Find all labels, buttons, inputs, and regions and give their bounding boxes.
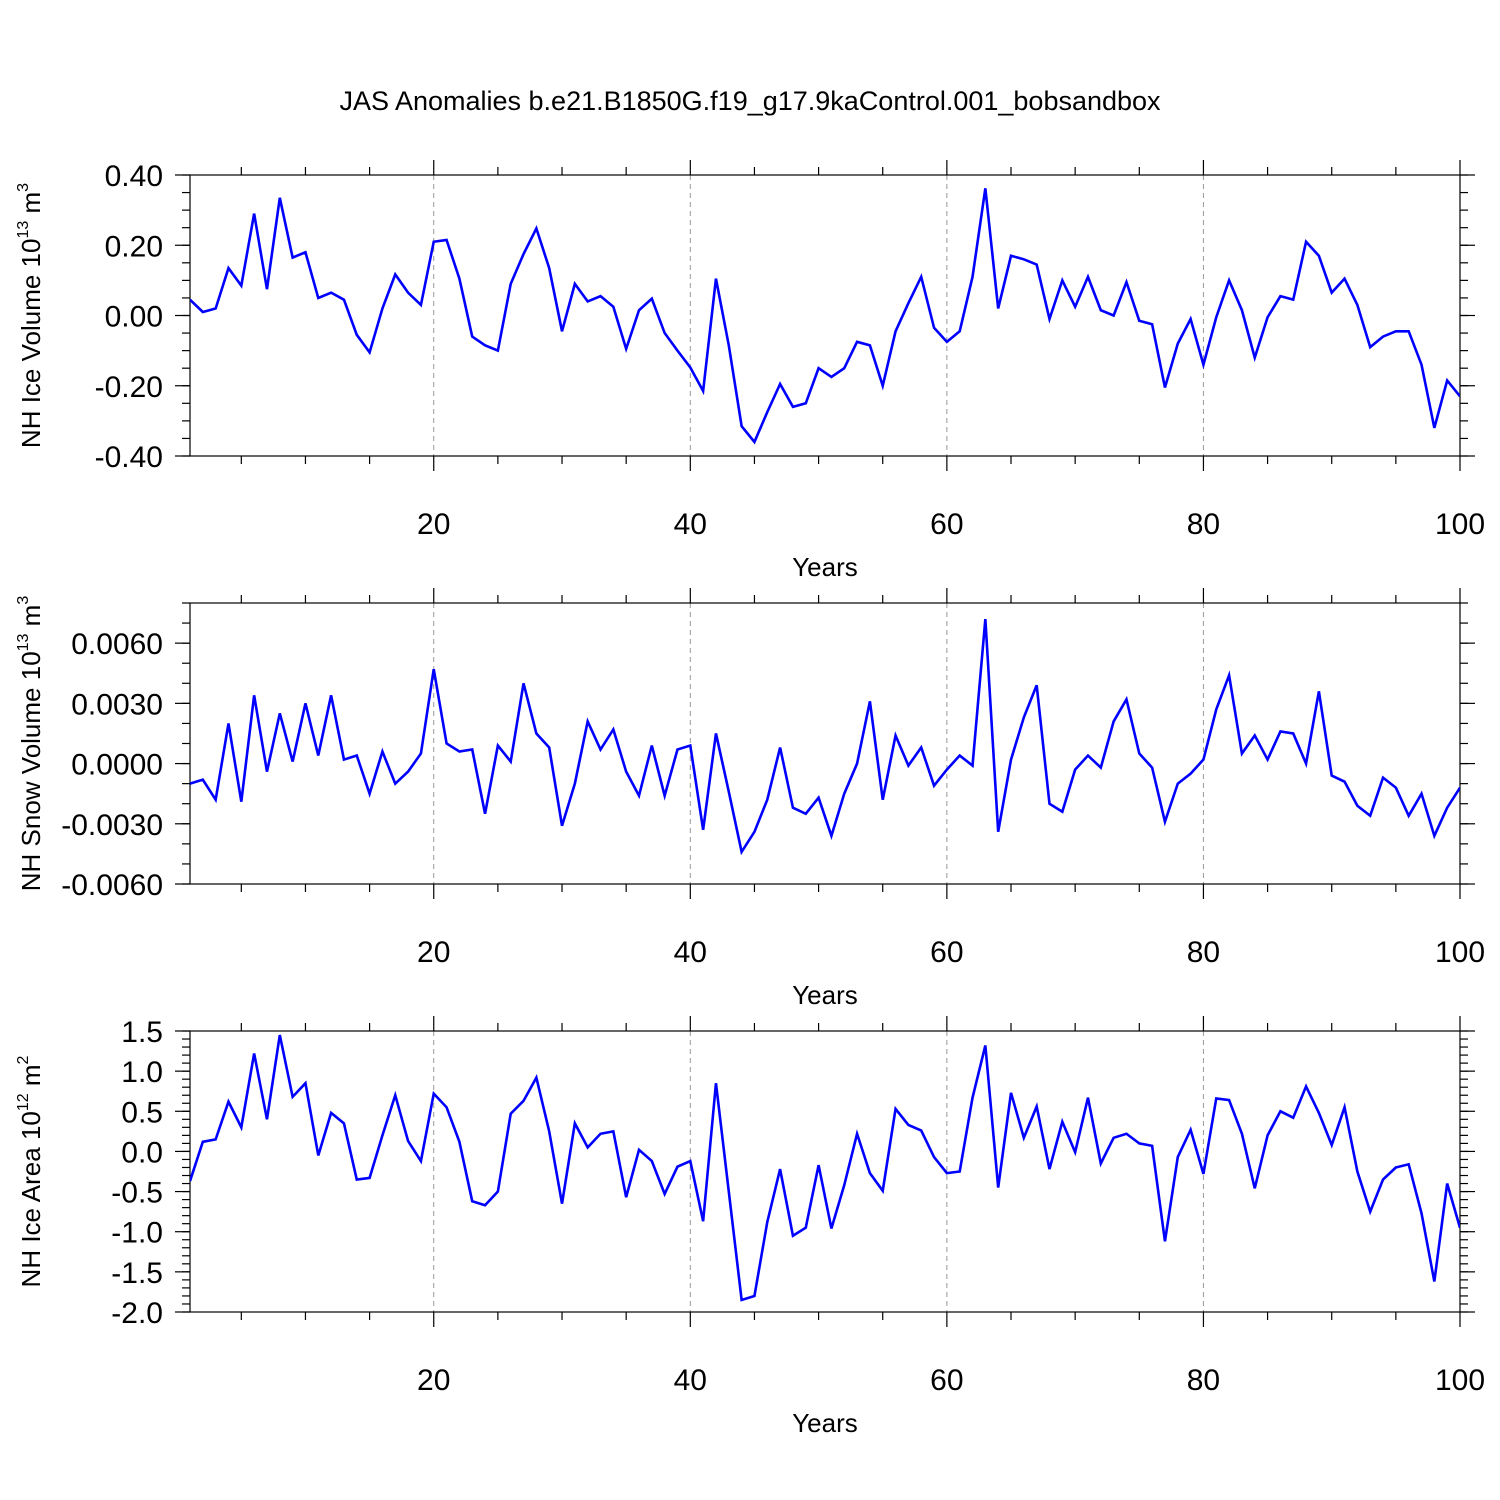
y-tick-label: 1.5 [121, 1016, 163, 1049]
y-axis-title-exponent: 12 [15, 1093, 32, 1111]
x-tick-label: 80 [1187, 1364, 1220, 1397]
series-line [190, 188, 1460, 445]
y-axis-title-exponent: 13 [15, 221, 32, 239]
x-tick-label: 100 [1435, 1364, 1485, 1397]
x-tick-label: 60 [930, 508, 963, 541]
panel-ice-area: 20 40 60 80 100 Years -2.0 -1.5 -1.0 -0.5 0.0 0.5 1.… [15, 1016, 1485, 1438]
y-axis-title: NH Ice Volume 1013 m3 [15, 183, 46, 448]
y-tick-label: 0.00 [105, 301, 163, 334]
y-axis-title-main: NH Ice Area 10 [16, 1111, 46, 1287]
y-tick-label: 0.40 [105, 160, 163, 193]
x-tick-label: 60 [930, 936, 963, 969]
x-tick-label: 20 [417, 1364, 450, 1397]
y-tick-label: -0.0030 [61, 809, 163, 842]
x-tick-label: 80 [1187, 508, 1220, 541]
y-tick-label: -0.0060 [61, 869, 163, 902]
y-tick-label: -0.5 [111, 1177, 163, 1210]
panel-ice-volume: 20 40 60 80 100 Years -0.40 -0.20 0.00 0.20 0.40 NH… [15, 160, 1485, 582]
y-tick-label: -0.40 [95, 441, 163, 474]
y-axis-title-unit-exponent: 2 [15, 1055, 32, 1064]
plot-frame [189, 1030, 1461, 1313]
y-tick-label: -0.20 [95, 371, 163, 404]
y-tick-label: 0.0060 [71, 628, 163, 661]
x-tick-label: 40 [674, 936, 707, 969]
y-tick-label: 0.20 [105, 230, 163, 263]
x-tick-label: 80 [1187, 936, 1220, 969]
y-tick-label: -1.0 [111, 1217, 163, 1250]
plot-frame [189, 602, 1461, 885]
y-tick-label: 0.0000 [71, 749, 163, 782]
y-tick-label: -1.5 [111, 1257, 163, 1290]
series-points [189, 188, 1461, 442]
x-tick-label: 100 [1435, 936, 1485, 969]
y-tick-label: 0.0 [121, 1136, 163, 1169]
x-tick-label: 100 [1435, 508, 1485, 541]
y-axis-title: NH Ice Area 1012 m2 [15, 1055, 46, 1287]
series-line [190, 1034, 1460, 1302]
y-axis-title-exponent: 13 [15, 633, 32, 651]
x-axis-title: Years [792, 980, 858, 1010]
x-tick-label: 20 [417, 508, 450, 541]
series-points [189, 1035, 1461, 1300]
y-tick-label: -2.0 [111, 1297, 163, 1330]
y-axis-title-unit: m [16, 192, 46, 221]
x-tick-label: 60 [930, 1364, 963, 1397]
x-tick-label: 20 [417, 936, 450, 969]
series-line [190, 618, 1460, 856]
x-axis-title: Years [792, 1408, 858, 1438]
y-axis-title-unit-exponent: 3 [15, 596, 32, 605]
panel-snow-volume: 20 40 60 80 100 Years -0.0060 -0.0030 0.0000 0.00… [15, 588, 1485, 1010]
y-tick-label: 0.5 [121, 1096, 163, 1129]
y-axis-title-unit: m [16, 1064, 46, 1093]
y-tick-label: 1.0 [121, 1056, 163, 1089]
x-tick-label: 40 [674, 1364, 707, 1397]
x-tick-label: 40 [674, 508, 707, 541]
y-axis-title-unit-exponent: 3 [15, 183, 32, 192]
y-tick-label: 0.0030 [71, 688, 163, 721]
chart-title: JAS Anomalies b.e21.B1850G.f19_g17.9kaCo… [339, 86, 1161, 116]
series-points [189, 619, 1461, 852]
x-axis-title: Years [792, 552, 858, 582]
y-axis-title-unit: m [16, 605, 46, 634]
y-axis-title-main: NH Ice Volume 10 [16, 239, 46, 449]
y-axis-title-main: NH Snow Volume 10 [16, 651, 46, 891]
y-axis-title: NH Snow Volume 1013 m3 [15, 596, 46, 892]
